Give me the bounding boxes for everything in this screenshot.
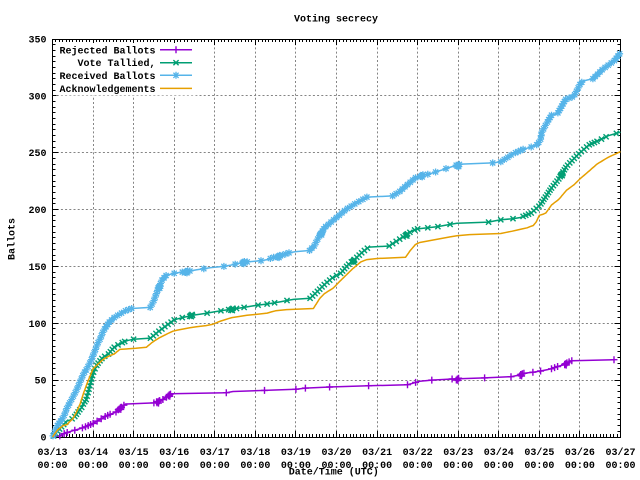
svg-text:03/26: 03/26: [565, 447, 595, 459]
svg-text:Rejected Ballots: Rejected Ballots: [59, 45, 155, 57]
svg-text:03/25: 03/25: [524, 447, 554, 459]
svg-text:03/13: 03/13: [37, 447, 67, 459]
svg-text:03/27: 03/27: [605, 447, 635, 459]
svg-text:00:00: 00:00: [524, 461, 554, 472]
svg-text:00:00: 00:00: [403, 461, 433, 472]
svg-text:Voting secrecy: Voting secrecy: [294, 14, 378, 26]
svg-text:00:00: 00:00: [281, 461, 311, 472]
svg-text:00:00: 00:00: [605, 461, 635, 472]
svg-text:300: 300: [28, 92, 46, 103]
svg-text:03/19: 03/19: [281, 447, 311, 459]
svg-text:Acknowledgements: Acknowledgements: [59, 84, 155, 96]
svg-text:50: 50: [34, 377, 46, 388]
svg-text:03/22: 03/22: [403, 447, 433, 459]
svg-text:00:00: 00:00: [37, 461, 67, 472]
svg-text:150: 150: [28, 263, 46, 274]
svg-text:100: 100: [28, 320, 46, 331]
svg-text:00:00: 00:00: [119, 461, 149, 472]
svg-text:00:00: 00:00: [78, 461, 108, 472]
svg-text:250: 250: [28, 149, 46, 160]
svg-text:00:00: 00:00: [321, 461, 351, 472]
svg-text:03/21: 03/21: [362, 447, 392, 459]
svg-text:03/23: 03/23: [443, 447, 473, 459]
svg-text:350: 350: [28, 36, 46, 47]
svg-text:00:00: 00:00: [200, 461, 230, 472]
svg-text:00:00: 00:00: [484, 461, 514, 472]
svg-text:0: 0: [40, 434, 46, 445]
svg-text:03/16: 03/16: [159, 447, 189, 459]
svg-text:00:00: 00:00: [159, 461, 189, 472]
svg-text:Date/Time (UTC): Date/Time (UTC): [289, 467, 379, 479]
svg-text:03/15: 03/15: [119, 447, 149, 459]
svg-text:03/18: 03/18: [240, 447, 270, 459]
svg-text:00:00: 00:00: [443, 461, 473, 472]
svg-text:Vote Tallied,: Vote Tallied,: [77, 58, 155, 70]
svg-text:Received Ballots: Received Ballots: [59, 71, 155, 83]
svg-text:03/14: 03/14: [78, 447, 108, 459]
svg-text:00:00: 00:00: [362, 461, 392, 472]
svg-text:Ballots: Ballots: [7, 218, 19, 260]
svg-text:00:00: 00:00: [240, 461, 270, 472]
svg-text:200: 200: [28, 206, 46, 217]
svg-text:00:00: 00:00: [565, 461, 595, 472]
svg-text:03/20: 03/20: [321, 447, 351, 459]
svg-text:03/24: 03/24: [484, 447, 514, 459]
svg-text:03/17: 03/17: [200, 447, 230, 459]
